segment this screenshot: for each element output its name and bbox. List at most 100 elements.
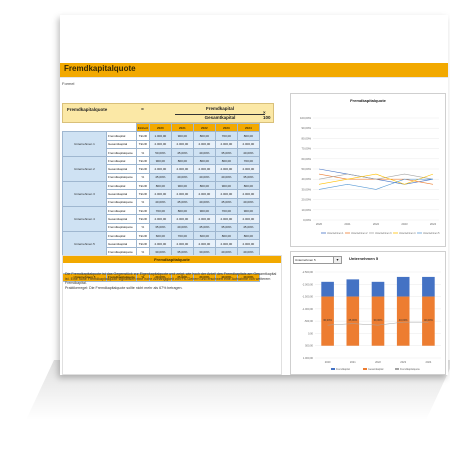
value-cell[interactable]: 700,00 — [214, 131, 238, 141]
value-cell[interactable]: 2.000,00 — [214, 164, 238, 174]
value-cell[interactable]: 2.000,00 — [214, 139, 238, 149]
value-cell[interactable]: 35,00% — [214, 147, 238, 158]
value-cell[interactable]: 2.000,00 — [192, 189, 216, 199]
total-row: Unternehmen 5 Fremdkapitalquote% 30,00% 35,… — [62, 272, 260, 283]
company-dropdown[interactable]: Unternehmen 5 — [293, 256, 334, 264]
value-cell[interactable]: 2.000,00 — [170, 139, 194, 149]
value-cell[interactable]: 700,00 — [236, 156, 260, 166]
sheet-title-bar: Fremdkapitalquote — [60, 63, 448, 77]
value-cell[interactable]: 800,00 — [192, 156, 216, 166]
value-cell[interactable]: 45,00% — [148, 172, 172, 183]
value-cell[interactable]: 35,00% — [148, 222, 172, 232]
value-cell[interactable]: 900,00 — [214, 181, 238, 191]
value-cell[interactable]: 2.000,00 — [192, 214, 216, 224]
value-cell[interactable]: 45,00% — [214, 197, 238, 207]
value-cell[interactable]: 2.000,00 — [170, 239, 194, 249]
chevron-down-icon: ▾ — [336, 257, 339, 262]
value-cell[interactable]: 2.000,00 — [236, 239, 260, 249]
value-cell[interactable]: 2.000,00 — [148, 239, 172, 249]
sheet-title: Fremdkapitalquote — [64, 64, 136, 73]
value-cell[interactable]: 700,00 — [170, 230, 194, 241]
value-cell[interactable]: 45,00% — [170, 147, 194, 158]
value-cell[interactable]: 2.000,00 — [214, 214, 238, 224]
value-cell[interactable]: 900,00 — [170, 181, 194, 191]
value-cell[interactable]: 800,00 — [170, 205, 194, 216]
series-line-1 — [318, 168, 434, 185]
value-cell[interactable]: 40,00% — [170, 222, 194, 232]
value-cell[interactable]: 40,00% — [192, 172, 216, 183]
value-cell[interactable]: 900,00 — [192, 205, 216, 216]
data-label: 30,00% — [323, 318, 332, 322]
value-cell[interactable]: 600,00 — [192, 230, 216, 241]
value-cell[interactable]: 900,00 — [236, 205, 260, 216]
value-cell[interactable]: 2.000,00 — [170, 214, 194, 224]
x-tick-label: 2020 — [325, 360, 331, 364]
value-cell[interactable]: 900,00 — [170, 131, 194, 141]
value-cell[interactable]: 2.000,00 — [236, 214, 260, 224]
value-cell[interactable]: 2.000,00 — [214, 239, 238, 249]
unit-cell: % — [135, 197, 150, 207]
value-cell[interactable]: 800,00 — [236, 230, 260, 241]
value-cell[interactable]: 35,00% — [214, 222, 238, 232]
legend-entry: Unternehmen 4 — [399, 232, 416, 235]
y-tick-label: 20,00% — [302, 198, 312, 202]
legend-entry: Unternehmen 3 — [375, 232, 392, 235]
value-cell[interactable]: 2.000,00 — [192, 239, 216, 249]
value-cell[interactable]: 2.000,00 — [214, 189, 238, 199]
value-cell[interactable]: 40,00% — [236, 197, 260, 207]
company-name-cell: Unternehmen 1 — [62, 131, 107, 158]
value-cell[interactable]: 2.000,00 — [148, 189, 172, 199]
unit-cell: % — [135, 147, 150, 158]
value-cell[interactable]: 40,00% — [236, 147, 260, 158]
value-cell[interactable]: 800,00 — [148, 181, 172, 191]
value-cell[interactable]: 2.000,00 — [148, 139, 172, 149]
value-cell[interactable]: 2.000,00 — [236, 164, 260, 174]
value-cell[interactable]: 2.000,00 — [148, 214, 172, 224]
value-cell[interactable]: 2.000,00 — [170, 164, 194, 174]
value-cell[interactable]: 45,00% — [192, 222, 216, 232]
value-cell[interactable]: 2.000,00 — [236, 139, 260, 149]
value-cell[interactable]: 45,00% — [236, 222, 260, 232]
bar-fremdkapital — [396, 276, 410, 297]
bar-gesamtkapital — [371, 296, 385, 346]
series-line-5 — [318, 178, 433, 190]
value-cell[interactable]: 2.000,00 — [170, 189, 194, 199]
value-cell[interactable]: 40,00% — [170, 172, 194, 183]
value-cell[interactable]: 800,00 — [214, 230, 238, 241]
value-cell[interactable]: 800,00 — [170, 156, 194, 166]
value-cell[interactable]: 40,00% — [192, 197, 216, 207]
value-cell[interactable]: 2.000,00 — [192, 164, 216, 174]
value-cell[interactable]: 35,00% — [236, 172, 260, 183]
company-name-cell: Unternehmen 3 — [62, 181, 107, 207]
value-cell[interactable]: 600,00 — [148, 230, 172, 241]
value-cell[interactable]: 40,00% — [192, 147, 216, 158]
row-label-cell: Fremdkapital — [106, 205, 137, 216]
unit-cell: TEUR — [135, 181, 150, 191]
value-cell[interactable]: 700,00 — [214, 205, 238, 216]
value-cell[interactable]: 800,00 — [192, 181, 216, 191]
table-header-cell: 2023 — [214, 122, 238, 133]
description-header: Fremdkapitalquote — [63, 256, 281, 263]
value-cell[interactable]: 50,00% — [148, 147, 172, 158]
value-cell[interactable]: 900,00 — [148, 156, 172, 166]
value-cell[interactable]: 800,00 — [192, 131, 216, 141]
row-label-cell: Gesamtkapital — [106, 139, 137, 149]
value-cell[interactable]: 700,00 — [148, 205, 172, 216]
y-tick-label: 0,00% — [303, 218, 311, 222]
value-cell[interactable]: 45,00% — [170, 197, 194, 207]
dropdown-button[interactable]: ▾ — [333, 256, 342, 264]
value-cell[interactable]: 800,00 — [214, 156, 238, 166]
value-cell[interactable]: 800,00 — [236, 131, 260, 141]
legend-swatch — [363, 368, 367, 370]
value-cell[interactable]: 2.000,00 — [192, 139, 216, 149]
value-cell[interactable]: 800,00 — [236, 181, 260, 191]
legend-entry: Unternehmen 5 — [423, 232, 440, 235]
value-cell[interactable]: 40,00% — [148, 197, 172, 207]
value-cell[interactable]: 40,00% — [214, 172, 238, 183]
value-cell[interactable]: 2.000,00 — [236, 189, 260, 199]
value-cell[interactable]: 2.000,00 — [148, 164, 172, 174]
legend-entry: Unternehmen 1 — [327, 232, 344, 235]
table-header-cell: 2022 — [192, 122, 216, 133]
value-cell[interactable]: 1.000,00 — [148, 131, 172, 141]
y-tick-label: 100,00% — [300, 116, 312, 120]
